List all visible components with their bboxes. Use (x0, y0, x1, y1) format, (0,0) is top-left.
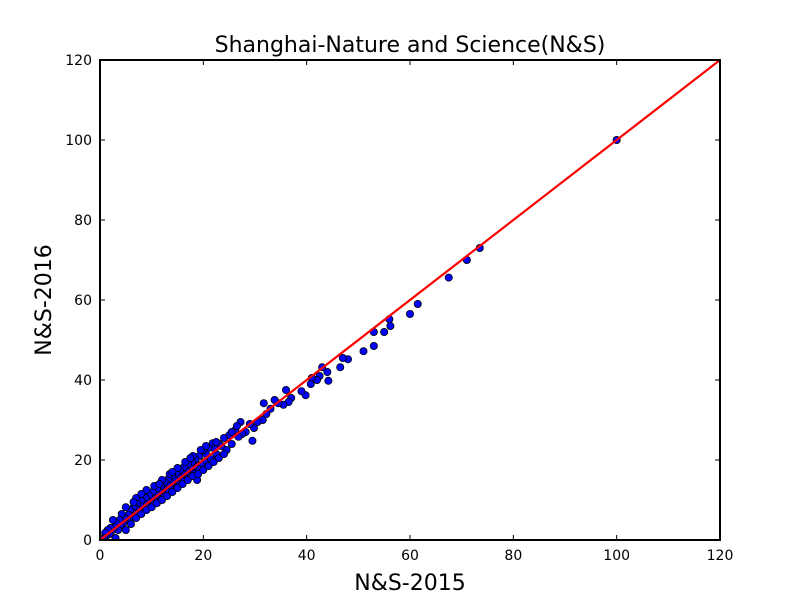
data-point (444, 273, 453, 282)
data-point (369, 341, 378, 350)
data-point (163, 491, 172, 500)
data-point (359, 347, 368, 356)
data-point (132, 514, 141, 523)
data-point (212, 437, 221, 446)
data-point (196, 445, 205, 454)
data-point (147, 503, 156, 512)
data-point (336, 363, 345, 372)
data-point (121, 526, 130, 535)
data-point (227, 439, 236, 448)
data-point (183, 475, 192, 484)
data-point (219, 433, 228, 442)
x-tick-label: 20 (194, 548, 212, 564)
reference-line (100, 60, 720, 540)
data-point (209, 457, 218, 466)
data-point (129, 497, 138, 506)
data-points (100, 135, 621, 540)
y-tick-label: 40 (74, 373, 92, 389)
data-point (111, 534, 120, 540)
x-tick-label: 120 (707, 548, 734, 564)
data-point (178, 479, 187, 488)
data-point (186, 453, 195, 462)
data-point (306, 379, 315, 388)
x-tick-label: 60 (401, 548, 419, 564)
data-point (214, 453, 223, 462)
y-tick-label: 120 (65, 53, 92, 69)
data-point (121, 503, 130, 512)
chart-title: Shanghai-Nature and Science(N&S) (215, 33, 606, 58)
x-tick-label: 100 (603, 548, 630, 564)
y-tick-label: 0 (83, 533, 92, 549)
data-point (405, 309, 414, 318)
x-tick-label: 0 (96, 548, 105, 564)
y-axis-label: N&S-2016 (32, 244, 57, 356)
x-tick-label: 40 (298, 548, 316, 564)
data-point (168, 467, 177, 476)
data-point (386, 321, 395, 330)
data-point (259, 399, 268, 408)
data-point (108, 516, 117, 525)
data-point (155, 479, 164, 488)
data-point (297, 387, 306, 396)
data-point (173, 463, 182, 472)
data-point (204, 461, 213, 470)
data-point (281, 385, 290, 394)
y-tick-label: 100 (65, 133, 92, 149)
data-point (324, 376, 333, 385)
data-point (173, 483, 182, 492)
data-point (248, 436, 257, 445)
data-point (168, 487, 177, 496)
data-point (137, 489, 146, 498)
data-point (199, 465, 208, 474)
data-point (219, 449, 228, 458)
data-point (227, 427, 236, 436)
data-point (413, 299, 422, 308)
y-tick-label: 20 (74, 453, 92, 469)
data-point (338, 353, 347, 362)
data-point (380, 327, 389, 336)
x-axis-label: N&S-2015 (354, 571, 466, 596)
data-point (181, 457, 190, 466)
x-tick-label: 80 (504, 548, 522, 564)
data-point (194, 469, 203, 478)
data-point (323, 367, 332, 376)
data-point (201, 441, 210, 450)
data-point (232, 421, 241, 430)
y-tick-label: 80 (74, 213, 92, 229)
data-point (142, 485, 151, 494)
data-point (127, 520, 136, 529)
y-tick-label: 60 (74, 293, 92, 309)
data-point (157, 495, 166, 504)
data-point (137, 509, 146, 518)
